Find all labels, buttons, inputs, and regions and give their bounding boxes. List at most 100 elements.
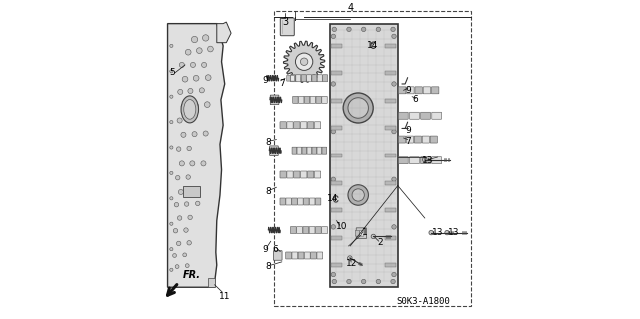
FancyBboxPatch shape xyxy=(415,87,422,94)
Circle shape xyxy=(186,49,191,55)
FancyBboxPatch shape xyxy=(292,96,298,103)
Circle shape xyxy=(178,89,183,94)
Text: 2: 2 xyxy=(377,238,383,247)
Polygon shape xyxy=(284,41,324,82)
FancyBboxPatch shape xyxy=(310,198,315,205)
FancyBboxPatch shape xyxy=(360,230,364,236)
FancyBboxPatch shape xyxy=(307,75,312,82)
Circle shape xyxy=(170,146,173,149)
Text: 6: 6 xyxy=(412,95,418,104)
Circle shape xyxy=(170,268,173,271)
Circle shape xyxy=(190,161,195,166)
Bar xyxy=(331,236,342,240)
Circle shape xyxy=(189,189,194,194)
Circle shape xyxy=(173,228,178,233)
FancyBboxPatch shape xyxy=(292,252,298,259)
Bar xyxy=(385,44,396,48)
Circle shape xyxy=(170,222,173,225)
Circle shape xyxy=(170,197,173,200)
Circle shape xyxy=(182,76,188,82)
Circle shape xyxy=(191,36,198,43)
Text: 9: 9 xyxy=(262,245,268,254)
Text: 14: 14 xyxy=(367,41,379,50)
Text: 10: 10 xyxy=(335,222,347,231)
Text: FR.: FR. xyxy=(182,270,200,280)
Circle shape xyxy=(195,201,200,206)
Bar xyxy=(331,126,342,130)
Circle shape xyxy=(331,272,335,277)
Circle shape xyxy=(445,230,449,235)
Circle shape xyxy=(205,75,211,80)
FancyBboxPatch shape xyxy=(302,147,307,154)
Text: 9: 9 xyxy=(405,86,411,95)
Circle shape xyxy=(362,279,366,284)
Circle shape xyxy=(201,161,206,166)
Circle shape xyxy=(392,82,396,86)
Circle shape xyxy=(204,102,210,108)
Circle shape xyxy=(331,82,335,86)
Circle shape xyxy=(203,131,208,136)
Text: 8: 8 xyxy=(266,188,271,197)
Circle shape xyxy=(175,265,179,269)
Circle shape xyxy=(179,189,184,195)
Ellipse shape xyxy=(184,100,196,119)
Bar xyxy=(385,71,396,75)
Text: 9: 9 xyxy=(262,76,268,85)
Circle shape xyxy=(170,121,173,124)
FancyBboxPatch shape xyxy=(432,112,442,119)
Circle shape xyxy=(175,175,180,180)
Text: 6: 6 xyxy=(273,245,278,254)
FancyBboxPatch shape xyxy=(305,252,310,259)
FancyBboxPatch shape xyxy=(280,171,286,178)
Polygon shape xyxy=(168,24,225,287)
FancyBboxPatch shape xyxy=(292,198,297,205)
Circle shape xyxy=(181,132,186,137)
Text: 11: 11 xyxy=(219,292,230,301)
FancyBboxPatch shape xyxy=(301,75,306,82)
FancyBboxPatch shape xyxy=(269,146,278,155)
Circle shape xyxy=(179,63,184,67)
Text: 9: 9 xyxy=(405,126,411,135)
Circle shape xyxy=(192,132,197,137)
Circle shape xyxy=(183,253,187,257)
FancyBboxPatch shape xyxy=(287,75,291,81)
Circle shape xyxy=(199,88,204,93)
Circle shape xyxy=(331,130,335,134)
Circle shape xyxy=(170,171,173,174)
FancyBboxPatch shape xyxy=(399,136,406,143)
FancyBboxPatch shape xyxy=(305,96,310,103)
FancyBboxPatch shape xyxy=(314,122,321,129)
Circle shape xyxy=(186,175,191,179)
Circle shape xyxy=(296,53,313,70)
Circle shape xyxy=(177,147,181,151)
FancyBboxPatch shape xyxy=(297,147,302,154)
Circle shape xyxy=(391,279,396,284)
FancyBboxPatch shape xyxy=(297,226,303,234)
Circle shape xyxy=(202,35,209,41)
Text: 7: 7 xyxy=(279,79,285,88)
FancyBboxPatch shape xyxy=(292,147,297,154)
FancyBboxPatch shape xyxy=(355,230,360,236)
Bar xyxy=(208,278,214,286)
FancyBboxPatch shape xyxy=(285,252,291,259)
Text: 13: 13 xyxy=(447,228,459,237)
Bar xyxy=(385,181,396,185)
Circle shape xyxy=(177,241,181,246)
FancyBboxPatch shape xyxy=(406,87,414,94)
FancyBboxPatch shape xyxy=(322,147,327,154)
Circle shape xyxy=(391,27,396,32)
FancyBboxPatch shape xyxy=(322,96,327,103)
Circle shape xyxy=(170,44,173,48)
FancyBboxPatch shape xyxy=(432,157,442,164)
Text: 8: 8 xyxy=(266,138,271,147)
Circle shape xyxy=(348,256,352,260)
Circle shape xyxy=(207,46,213,52)
Bar xyxy=(385,153,396,157)
FancyBboxPatch shape xyxy=(422,136,429,143)
Circle shape xyxy=(343,93,373,123)
Circle shape xyxy=(187,241,191,245)
FancyBboxPatch shape xyxy=(399,157,408,164)
Circle shape xyxy=(429,230,433,235)
Circle shape xyxy=(376,279,381,284)
Circle shape xyxy=(332,279,337,284)
